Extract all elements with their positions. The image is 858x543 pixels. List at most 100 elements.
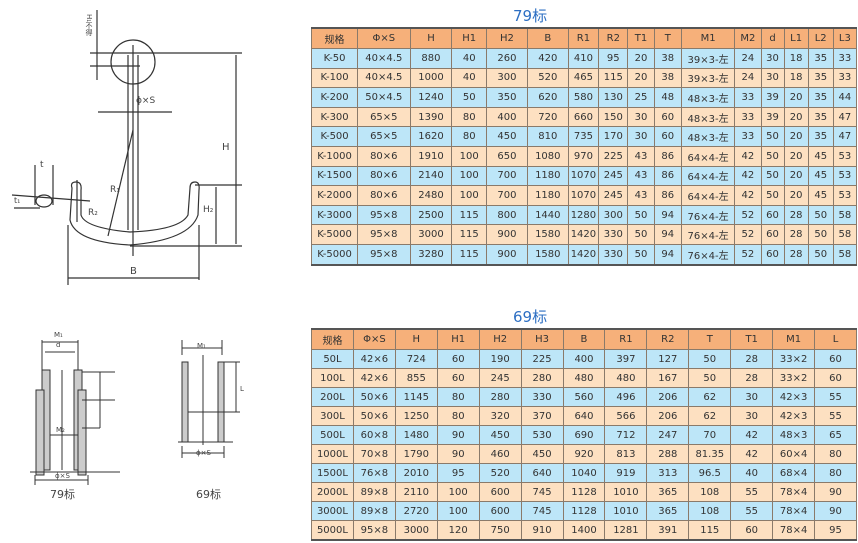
table-cell: 81.35: [688, 444, 732, 464]
table-cell: 245: [598, 185, 629, 206]
table-cell: 38: [653, 48, 682, 69]
table-cell: 206: [646, 387, 690, 407]
table-cell: 330: [598, 243, 629, 266]
table-cell: 50×4.5: [357, 87, 411, 108]
table-cell: 397: [604, 349, 648, 369]
table-cell: 496: [604, 387, 648, 407]
table-cell: 80×6: [357, 185, 411, 206]
table-cell: 1128: [562, 482, 606, 502]
table-cell: 100: [436, 501, 480, 521]
table-cell: 1500L: [311, 463, 354, 483]
table-cell: 813: [604, 444, 648, 464]
table-cell: 33: [832, 67, 858, 89]
table-header-row: 规格 Φ×S H H1 H2 H3 B R1 R2 T T1 M1 L: [311, 328, 857, 350]
table-cell: 60: [436, 368, 480, 388]
column-header: B: [562, 328, 606, 350]
anchor-drawing: [11, 10, 242, 285]
table-cell: 1400: [562, 520, 606, 541]
table-cell: 55: [814, 406, 857, 426]
table-cell: 108: [688, 501, 732, 521]
table-cell: 50: [627, 224, 655, 245]
table-cell: 40: [451, 48, 487, 69]
column-header: M2: [734, 27, 762, 49]
table-cell: 35: [807, 67, 834, 89]
table-cell: 48×3-左: [680, 126, 736, 147]
caption-69: 69标: [196, 488, 221, 501]
table-cell: 1080: [526, 145, 569, 167]
table-cell: 300L: [311, 406, 354, 426]
table-cell: 640: [520, 463, 564, 483]
table-cell: 65×5: [357, 126, 411, 147]
table-cell: 2110: [394, 482, 438, 502]
table-cell: 1250: [394, 406, 438, 426]
table-cell: 55: [730, 482, 774, 502]
table-cell: 60: [760, 204, 785, 226]
table-cell: 53: [832, 185, 858, 206]
table-cell: 50: [760, 185, 785, 206]
table-row: K-2000 80×6 2480 100 700 1180 1070 245 43 86 64×4-…: [310, 185, 858, 206]
table-cell: K-5000: [310, 243, 359, 266]
table-cell: 47: [832, 106, 858, 128]
table-cell: 855: [394, 368, 438, 388]
table-cell: 700: [486, 185, 528, 206]
table-cell: 1010: [604, 482, 648, 502]
table-cell: 735: [567, 126, 600, 147]
table-cell: 225: [520, 349, 564, 369]
table-cell: 50: [451, 87, 487, 108]
table-cell: K-1000: [310, 145, 359, 167]
table-cell: 580: [567, 87, 600, 108]
table-cell: 206: [646, 406, 690, 426]
table-cell: K-1500: [310, 165, 359, 187]
table-cell: 620: [526, 87, 569, 108]
table-cell: 80: [451, 106, 487, 128]
table-cell: 18: [783, 48, 809, 69]
table-cell: 42×3: [772, 387, 816, 407]
table-cell: K-3000: [310, 204, 359, 226]
table-cell: 89×8: [352, 482, 396, 502]
table-cell: 62: [688, 387, 732, 407]
table-cell: 1070: [567, 165, 600, 187]
table-cell: 200L: [311, 387, 354, 407]
table-cell: 520: [478, 463, 522, 483]
table-cell: 35: [807, 126, 834, 147]
table-cell: K-50: [310, 48, 359, 69]
label-L-69: L: [240, 385, 244, 393]
table-cell: 86: [653, 165, 682, 187]
table-cell: 42: [730, 444, 774, 464]
table-cell: 39: [760, 106, 785, 128]
table-cell: 48×3-左: [680, 106, 736, 128]
table-row: 3000L 89×8 2720 100 600 745 1128 1010 365 108 55 78…: [311, 501, 857, 521]
table-cell: 130: [598, 87, 629, 108]
label-d-79: d: [56, 341, 61, 349]
table-cell: 1790: [394, 444, 438, 464]
table-cell: 30: [627, 126, 655, 147]
label-phi-s: ϕ×S: [136, 96, 156, 106]
table-cell: 78×4: [772, 520, 816, 541]
column-header: Φ×S: [357, 27, 411, 49]
table-row: K-500 65×5 1620 80 450 810 735 170 30 60 48×3-左 33 5…: [310, 126, 858, 147]
table-cell: 50: [688, 368, 732, 388]
label-B: B: [130, 266, 137, 277]
table-cell: 1128: [562, 501, 606, 521]
table-cell: 40×4.5: [357, 67, 411, 89]
table-cell: 38: [653, 67, 682, 89]
table-cell: 115: [451, 224, 487, 245]
table-row: K-1500 80×6 2140 100 700 1180 1070 245 43 86 64×4-…: [310, 165, 858, 187]
caption-79: 79标: [50, 488, 75, 501]
table-cell: 880: [409, 48, 453, 69]
table-cell: K-100: [310, 67, 359, 89]
table-cell: 48: [653, 87, 682, 108]
table-cell: 370: [520, 406, 564, 426]
table-cell: 86: [653, 145, 682, 167]
table-cell: 100L: [311, 368, 354, 388]
table-cell: 78×4: [772, 482, 816, 502]
table-cell: 60: [653, 106, 682, 128]
table-cell: 60: [814, 349, 857, 369]
table-cell: 5000L: [311, 520, 354, 541]
table-cell: 53: [832, 165, 858, 187]
table-cell: 76×4-左: [680, 224, 736, 245]
table-cell: 724: [394, 349, 438, 369]
table-cell: 30: [760, 48, 785, 69]
table-cell: 247: [646, 425, 690, 445]
table-cell: 80: [436, 387, 480, 407]
